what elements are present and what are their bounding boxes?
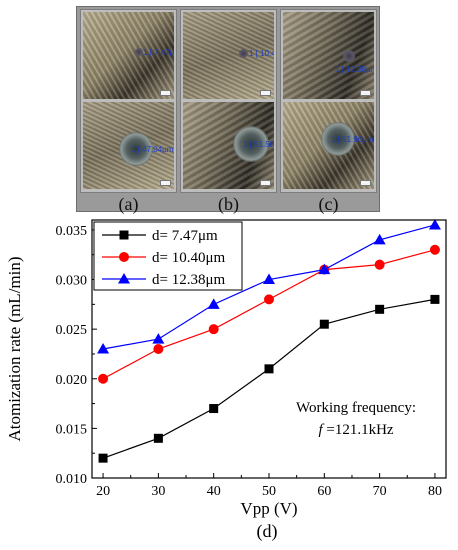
x-tick-label: 30 <box>151 484 165 499</box>
data-point-series-2 <box>263 273 275 285</box>
x-tick-label: 20 <box>96 484 110 499</box>
scale-bar <box>360 180 371 186</box>
data-point-series-1 <box>208 324 219 335</box>
measurement-label: 1 [ 47.04µm ] <box>131 145 174 154</box>
annotation-working-frequency: Working frequency: <box>296 400 416 416</box>
orifice-small <box>343 50 355 62</box>
legend-entry: d= 12.38μm <box>152 272 226 288</box>
scale-bar <box>160 90 171 96</box>
data-point-series-2 <box>207 298 220 309</box>
micrograph-c-bottom: 1 [ 51.96µm ] <box>283 102 374 189</box>
data-point-series-2 <box>428 218 441 230</box>
legend: d= 7.47μm d= 10.40μm d= 12.38μm <box>93 221 243 291</box>
data-point-series-0 <box>209 404 219 414</box>
data-point-series-0 <box>430 294 440 304</box>
chart-caption: (d) <box>257 521 278 542</box>
annotation-value: =121.1kHz <box>323 422 394 438</box>
x-tick-label: 40 <box>207 484 221 499</box>
y-tick-label: 0.030 <box>56 274 88 289</box>
data-point-series-1 <box>153 344 164 354</box>
scale-bar <box>360 90 371 96</box>
annotation-variable: f <box>318 422 324 438</box>
x-axis-label: Vpp (V) <box>240 499 297 518</box>
micrograph-c-top: 1 [ 12.38µm ] <box>283 12 374 99</box>
y-tick-label: 0.015 <box>56 422 88 437</box>
data-point-series-2 <box>97 343 110 354</box>
data-point-series-2 <box>373 233 386 245</box>
data-point-series-0 <box>98 453 108 463</box>
measurement-label: 1 [ 51.96µm ] <box>331 135 374 144</box>
data-point-series-1 <box>264 294 274 305</box>
micrograph-strip: 1 [ 7.47µm ] 1 [ 47.04µm ] (a) 1 [ 10.40… <box>76 6 380 214</box>
micrograph-b-top: 1 [ 10.40µm ] <box>183 12 274 99</box>
orifice-large <box>321 122 355 156</box>
orifice-large <box>233 126 269 162</box>
data-point-series-1 <box>374 259 385 270</box>
legend-marker <box>119 252 129 262</box>
data-point-series-0 <box>153 433 163 443</box>
micrograph-panel-a: 1 [ 7.47µm ] 1 [ 47.04µm ] (a) <box>80 9 177 214</box>
data-point-series-1 <box>98 373 109 384</box>
scale-bar <box>260 180 271 186</box>
panel-caption: (b) <box>218 194 239 214</box>
data-point-series-0 <box>375 304 385 314</box>
measurement-label: 1 [ 10.40µm ] <box>249 49 274 58</box>
measurement-label: 1 [ 51.50µm ] <box>243 140 274 149</box>
panel-caption: (a) <box>118 194 139 214</box>
legend-entry: d= 7.47μm <box>152 228 218 244</box>
legend-marker <box>119 230 129 240</box>
atomization-rate-chart: 20 30 40 50 60 70 80 0.010 0.015 0.020 0.025 0.030 0… <box>5 218 447 542</box>
micrograph-b-bottom: 1 [ 51.50µm ] <box>183 102 274 189</box>
data-point-series-2 <box>318 263 331 275</box>
y-tick-label: 0.035 <box>56 224 88 239</box>
orifice-large <box>119 132 153 166</box>
y-tick-label: 0.025 <box>56 323 88 338</box>
annotation-frequency-value: f =121.1kHz <box>318 422 393 438</box>
data-point-series-0 <box>319 319 329 329</box>
orifice-small <box>135 48 143 56</box>
x-tick-label: 50 <box>262 484 276 499</box>
measurement-label: 1 [ 7.47µm ] <box>143 48 174 57</box>
scale-bar <box>160 180 171 186</box>
micrograph-a-top: 1 [ 7.47µm ] <box>83 12 174 99</box>
x-tick-label: 60 <box>317 484 331 499</box>
measurement-label: 1 [ 12.38µm ] <box>335 65 374 74</box>
x-tick-label: 70 <box>373 484 387 499</box>
panel-caption: (c) <box>318 194 339 214</box>
data-point-series-0 <box>264 364 274 374</box>
y-tick-label: 0.010 <box>56 472 88 487</box>
micrograph-panel-b: 1 [ 10.40µm ] 1 [ 51.50µm ] (b) <box>180 9 277 214</box>
orifice-small <box>239 49 248 58</box>
y-axis-label: Atomization rate (mL/min) <box>5 256 24 441</box>
x-tick-label: 80 <box>428 484 442 499</box>
scale-bar <box>260 90 271 96</box>
data-point-series-1 <box>429 244 440 255</box>
micrograph-a-bottom: 1 [ 47.04µm ] <box>83 102 174 189</box>
y-tick-label: 0.020 <box>56 373 88 388</box>
data-point-series-2 <box>152 333 165 344</box>
micrograph-panel-c: 1 [ 12.38µm ] 1 [ 51.96µm ] (c) <box>280 9 377 214</box>
legend-entry: d= 10.40μm <box>152 250 226 266</box>
legend-marker <box>118 273 130 284</box>
